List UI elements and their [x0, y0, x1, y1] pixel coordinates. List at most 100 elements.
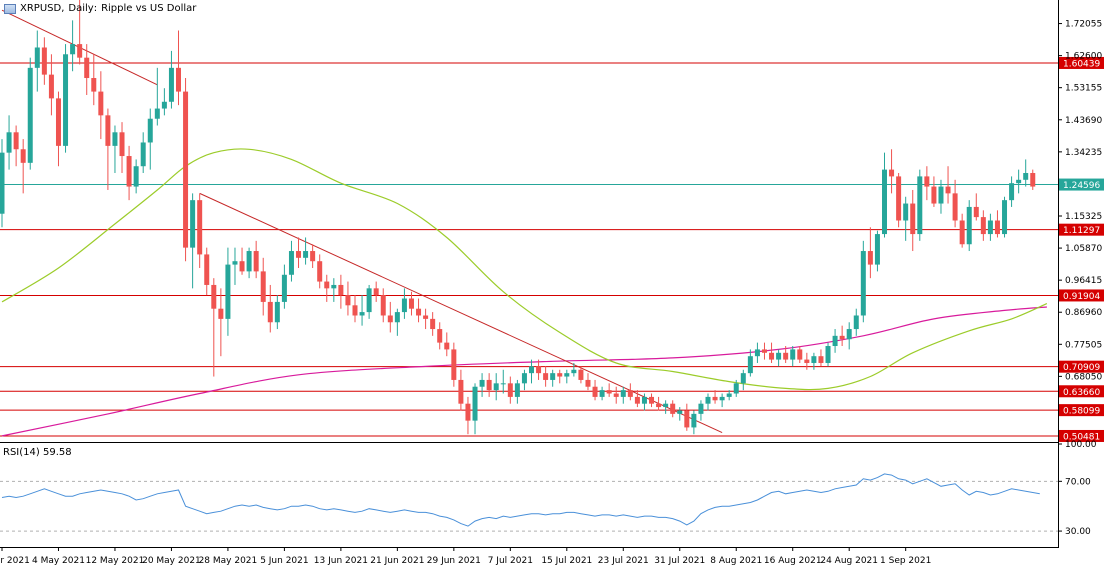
candle-body: [34, 47, 40, 68]
candle-body: [726, 393, 732, 397]
candle: [394, 308, 400, 336]
candle-body: [458, 379, 464, 404]
candle-body: [288, 251, 294, 275]
candle-body: [818, 356, 824, 363]
candle-body: [112, 132, 118, 146]
candle-body: [924, 176, 930, 187]
candle: [790, 346, 796, 367]
candle-body: [882, 169, 887, 235]
candle-body: [889, 169, 895, 177]
candle: [691, 410, 697, 435]
time-tick-label: 7 Jul 2021: [488, 556, 533, 566]
candle: [663, 400, 669, 414]
candle: [818, 349, 824, 367]
candle: [204, 247, 210, 296]
candle: [740, 369, 746, 391]
candle: [105, 108, 111, 190]
candle: [366, 284, 372, 319]
candle: [733, 379, 739, 397]
candle: [183, 78, 189, 262]
rsi-tick-label: 30.00: [1065, 527, 1091, 537]
candle: [747, 349, 753, 377]
candle: [34, 30, 40, 92]
candle: [966, 200, 972, 252]
candle-body: [769, 352, 775, 360]
candle: [846, 322, 852, 350]
candle-body: [783, 352, 789, 360]
price-tick-label: 1.05870: [1065, 244, 1102, 254]
candle: [656, 396, 662, 411]
candle-body: [27, 67, 33, 163]
candle: [1023, 159, 1029, 187]
candle: [973, 193, 979, 221]
candle: [260, 257, 266, 316]
candle: [13, 125, 19, 167]
candle: [853, 308, 859, 336]
time-tick-label: 21 Jun 2021: [370, 556, 424, 566]
candle-body: [303, 251, 309, 258]
candle: [769, 342, 775, 363]
candle: [253, 240, 259, 279]
candle: [225, 247, 231, 336]
candle-body: [232, 261, 238, 265]
candle-body: [514, 383, 520, 397]
level-price-tag: [1059, 223, 1104, 236]
candle-body: [529, 366, 534, 374]
candle-body: [13, 132, 19, 150]
candle-body: [500, 383, 506, 385]
candle-body: [91, 78, 97, 92]
candle: [543, 366, 549, 387]
candle-body: [733, 383, 739, 394]
candle-body: [776, 352, 782, 360]
candle: [296, 237, 302, 268]
candle: [987, 213, 993, 241]
candle-body: [147, 118, 153, 143]
level-price-label: 0.50481: [1063, 432, 1100, 442]
candle-body: [423, 315, 429, 319]
candle-body: [550, 373, 556, 380]
candle-body: [1016, 179, 1022, 184]
candle: [938, 179, 944, 214]
candle: [564, 369, 570, 384]
candle: [168, 50, 174, 109]
time-tick-label: 26 Apr 2021: [0, 556, 30, 566]
time-tick-label: 29 Jun 2021: [427, 556, 481, 566]
candle-body: [486, 379, 492, 391]
candle: [536, 359, 542, 380]
candle: [719, 393, 725, 408]
candle-body: [1030, 173, 1036, 187]
candle: [197, 193, 203, 268]
candle-body: [6, 132, 12, 153]
candle-body: [557, 373, 563, 377]
candle-body: [70, 44, 76, 55]
candle-body: [359, 312, 365, 316]
header-separator: ,: [61, 3, 65, 14]
candle: [931, 176, 937, 207]
candle-body: [246, 251, 252, 272]
candle: [867, 227, 873, 279]
time-tick-label: 16 Aug 2021: [764, 556, 822, 566]
candle: [839, 325, 845, 347]
candle-body: [1009, 183, 1015, 201]
candle: [726, 390, 732, 401]
candle-body: [253, 251, 259, 272]
candle-body: [903, 203, 909, 221]
candle: [649, 393, 655, 408]
candle-body: [161, 101, 167, 109]
candle: [529, 359, 534, 384]
time-tick-label: 1 Sep 2021: [880, 556, 931, 566]
candle: [274, 295, 280, 330]
time-tick-label: 5 Jun 2021: [260, 556, 308, 566]
symbol-label: XRPUSD: [20, 3, 62, 14]
time-tick-label: 23 Jul 2021: [598, 556, 649, 566]
candle-body: [846, 329, 852, 340]
candle-body: [133, 166, 139, 187]
candle: [154, 67, 160, 126]
candle-body: [126, 156, 132, 187]
candle-body: [324, 281, 330, 289]
candle: [380, 288, 386, 323]
candle: [585, 373, 591, 391]
candle-body: [352, 305, 358, 316]
price-tick-label: 0.77505: [1065, 340, 1102, 350]
